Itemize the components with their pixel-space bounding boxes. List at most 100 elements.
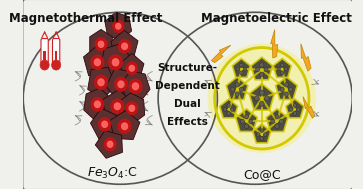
- FancyBboxPatch shape: [41, 39, 48, 64]
- Circle shape: [281, 71, 284, 75]
- Polygon shape: [90, 29, 112, 59]
- Circle shape: [129, 79, 142, 93]
- Ellipse shape: [208, 44, 316, 153]
- Circle shape: [129, 105, 135, 111]
- Text: Co@C: Co@C: [243, 168, 281, 181]
- FancyBboxPatch shape: [23, 0, 353, 189]
- Circle shape: [260, 90, 264, 95]
- Bar: [43, 51, 46, 60]
- Circle shape: [245, 124, 249, 128]
- Text: Effects: Effects: [167, 117, 208, 127]
- Circle shape: [275, 114, 279, 119]
- Circle shape: [126, 62, 137, 74]
- Polygon shape: [101, 44, 131, 81]
- Polygon shape: [303, 97, 315, 118]
- Polygon shape: [211, 45, 231, 63]
- Circle shape: [284, 67, 287, 71]
- Circle shape: [240, 71, 243, 75]
- Circle shape: [240, 63, 243, 67]
- Circle shape: [113, 59, 119, 66]
- Polygon shape: [84, 88, 111, 120]
- Polygon shape: [276, 77, 297, 100]
- Circle shape: [281, 63, 284, 67]
- Polygon shape: [111, 30, 138, 60]
- Circle shape: [99, 118, 111, 131]
- Circle shape: [109, 55, 122, 70]
- Circle shape: [122, 43, 127, 50]
- Circle shape: [280, 87, 284, 92]
- Text: Dual: Dual: [174, 99, 201, 109]
- Polygon shape: [227, 77, 248, 100]
- Circle shape: [293, 112, 297, 115]
- Polygon shape: [119, 93, 145, 124]
- Polygon shape: [273, 59, 291, 77]
- Text: Structure-: Structure-: [158, 63, 218, 73]
- Polygon shape: [286, 99, 304, 118]
- Polygon shape: [83, 45, 111, 76]
- Circle shape: [231, 87, 235, 92]
- Circle shape: [111, 99, 124, 113]
- Polygon shape: [249, 84, 274, 110]
- Circle shape: [102, 121, 107, 127]
- Polygon shape: [266, 109, 288, 132]
- Polygon shape: [88, 67, 115, 99]
- Circle shape: [297, 108, 300, 111]
- Circle shape: [277, 67, 280, 71]
- Circle shape: [115, 77, 127, 91]
- Text: $Fe_3O_4$:C: $Fe_3O_4$:C: [87, 166, 138, 181]
- Circle shape: [264, 96, 269, 101]
- Circle shape: [114, 103, 121, 110]
- Circle shape: [289, 87, 293, 92]
- Circle shape: [254, 96, 259, 101]
- Circle shape: [271, 119, 275, 124]
- Circle shape: [264, 133, 267, 136]
- Circle shape: [227, 104, 231, 107]
- Polygon shape: [90, 108, 117, 140]
- Bar: [55, 51, 57, 60]
- Circle shape: [260, 137, 264, 140]
- Circle shape: [257, 133, 260, 136]
- Circle shape: [95, 75, 107, 89]
- Polygon shape: [251, 57, 273, 80]
- Polygon shape: [102, 90, 133, 121]
- Circle shape: [40, 60, 49, 70]
- Polygon shape: [253, 124, 271, 143]
- Circle shape: [245, 114, 249, 119]
- Circle shape: [231, 108, 234, 111]
- Circle shape: [256, 67, 260, 72]
- Circle shape: [227, 112, 231, 115]
- Circle shape: [260, 72, 264, 77]
- Circle shape: [284, 92, 289, 96]
- Circle shape: [260, 129, 264, 132]
- Circle shape: [290, 108, 293, 111]
- Polygon shape: [110, 111, 140, 139]
- Circle shape: [260, 63, 264, 67]
- Circle shape: [91, 55, 104, 69]
- Circle shape: [52, 60, 61, 70]
- Circle shape: [119, 40, 131, 53]
- Polygon shape: [105, 12, 132, 40]
- Text: Magnetoelectric Effect: Magnetoelectric Effect: [201, 12, 352, 25]
- Circle shape: [94, 101, 100, 108]
- Polygon shape: [220, 99, 238, 118]
- Circle shape: [98, 41, 104, 47]
- Circle shape: [122, 123, 128, 130]
- Circle shape: [118, 81, 124, 88]
- Circle shape: [275, 124, 279, 128]
- Circle shape: [284, 82, 289, 87]
- Circle shape: [116, 23, 121, 29]
- Polygon shape: [301, 44, 311, 71]
- Circle shape: [95, 38, 107, 51]
- Circle shape: [240, 119, 244, 124]
- Circle shape: [235, 82, 239, 87]
- Circle shape: [236, 67, 240, 71]
- Text: Dependent: Dependent: [155, 81, 220, 91]
- Circle shape: [239, 87, 244, 92]
- Polygon shape: [121, 71, 150, 101]
- Circle shape: [264, 67, 268, 72]
- Polygon shape: [95, 131, 122, 158]
- Polygon shape: [232, 59, 250, 77]
- Circle shape: [107, 141, 113, 147]
- Circle shape: [235, 92, 239, 96]
- Circle shape: [293, 104, 297, 107]
